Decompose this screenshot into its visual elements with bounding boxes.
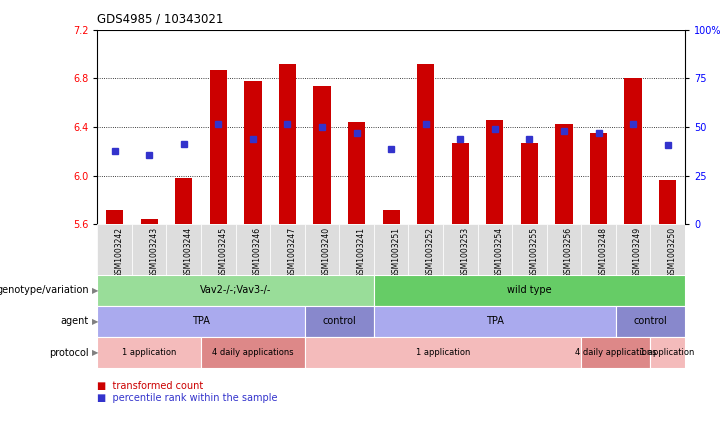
- Bar: [547, 224, 581, 275]
- Text: GSM1003240: GSM1003240: [322, 227, 331, 278]
- Text: GSM1003248: GSM1003248: [598, 227, 608, 278]
- Text: protocol: protocol: [49, 348, 89, 357]
- Bar: [201, 224, 236, 275]
- Bar: [624, 78, 642, 224]
- Bar: [340, 224, 374, 275]
- Bar: [270, 224, 305, 275]
- Bar: [486, 120, 503, 224]
- Bar: [451, 143, 469, 224]
- Bar: [374, 275, 685, 306]
- Bar: [616, 224, 650, 275]
- Text: agent: agent: [61, 316, 89, 327]
- Bar: [305, 337, 581, 368]
- Text: GSM1003250: GSM1003250: [668, 227, 677, 278]
- Bar: [383, 210, 399, 224]
- Bar: [581, 224, 616, 275]
- Text: ■  percentile rank within the sample: ■ percentile rank within the sample: [97, 393, 278, 404]
- Bar: [167, 224, 201, 275]
- Text: GSM1003255: GSM1003255: [529, 227, 539, 278]
- Bar: [581, 337, 650, 368]
- Bar: [408, 224, 443, 275]
- Text: GSM1003241: GSM1003241: [357, 227, 366, 278]
- Bar: [348, 122, 366, 224]
- Text: wild type: wild type: [507, 286, 552, 295]
- Text: GSM1003249: GSM1003249: [633, 227, 642, 278]
- Text: ▶: ▶: [92, 286, 98, 295]
- Bar: [97, 224, 132, 275]
- Text: genotype/variation: genotype/variation: [0, 286, 89, 295]
- Bar: [97, 306, 305, 337]
- Bar: [521, 143, 538, 224]
- Bar: [97, 337, 201, 368]
- Bar: [555, 124, 572, 224]
- Bar: [210, 70, 227, 224]
- Bar: [650, 224, 685, 275]
- Text: TPA: TPA: [486, 316, 504, 327]
- Text: GSM1003247: GSM1003247: [288, 227, 296, 278]
- Bar: [374, 224, 408, 275]
- Bar: [417, 64, 434, 224]
- Text: 1 application: 1 application: [122, 348, 177, 357]
- Text: control: control: [322, 316, 356, 327]
- Text: ▶: ▶: [92, 348, 98, 357]
- Bar: [477, 224, 512, 275]
- Text: GDS4985 / 10343021: GDS4985 / 10343021: [97, 12, 224, 25]
- Bar: [659, 181, 676, 224]
- Text: Vav2-/-;Vav3-/-: Vav2-/-;Vav3-/-: [200, 286, 271, 295]
- Text: GSM1003246: GSM1003246: [253, 227, 262, 278]
- Text: GSM1003251: GSM1003251: [391, 227, 400, 278]
- Bar: [106, 210, 123, 224]
- Bar: [141, 220, 158, 224]
- Bar: [132, 224, 167, 275]
- Text: GSM1003243: GSM1003243: [149, 227, 158, 278]
- Bar: [590, 133, 607, 224]
- Bar: [97, 275, 374, 306]
- Bar: [443, 224, 477, 275]
- Text: 4 daily applications: 4 daily applications: [212, 348, 293, 357]
- Text: GSM1003252: GSM1003252: [425, 227, 435, 278]
- Bar: [374, 306, 616, 337]
- Bar: [314, 85, 331, 224]
- Text: TPA: TPA: [192, 316, 210, 327]
- Text: GSM1003253: GSM1003253: [460, 227, 469, 278]
- Text: GSM1003242: GSM1003242: [115, 227, 123, 278]
- Text: GSM1003254: GSM1003254: [495, 227, 504, 278]
- Bar: [175, 178, 193, 224]
- Bar: [305, 224, 340, 275]
- Bar: [305, 306, 374, 337]
- Text: ■  transformed count: ■ transformed count: [97, 381, 203, 391]
- Text: GSM1003244: GSM1003244: [184, 227, 193, 278]
- Text: 1 application: 1 application: [416, 348, 470, 357]
- Text: control: control: [634, 316, 667, 327]
- Bar: [279, 64, 296, 224]
- Text: GSM1003256: GSM1003256: [564, 227, 573, 278]
- Text: ▶: ▶: [92, 317, 98, 326]
- Text: 1 application: 1 application: [640, 348, 695, 357]
- Bar: [650, 337, 685, 368]
- Bar: [244, 81, 262, 224]
- Text: 4 daily applications: 4 daily applications: [575, 348, 657, 357]
- Bar: [512, 224, 547, 275]
- Bar: [201, 337, 305, 368]
- Bar: [236, 224, 270, 275]
- Text: GSM1003245: GSM1003245: [218, 227, 227, 278]
- Bar: [616, 306, 685, 337]
